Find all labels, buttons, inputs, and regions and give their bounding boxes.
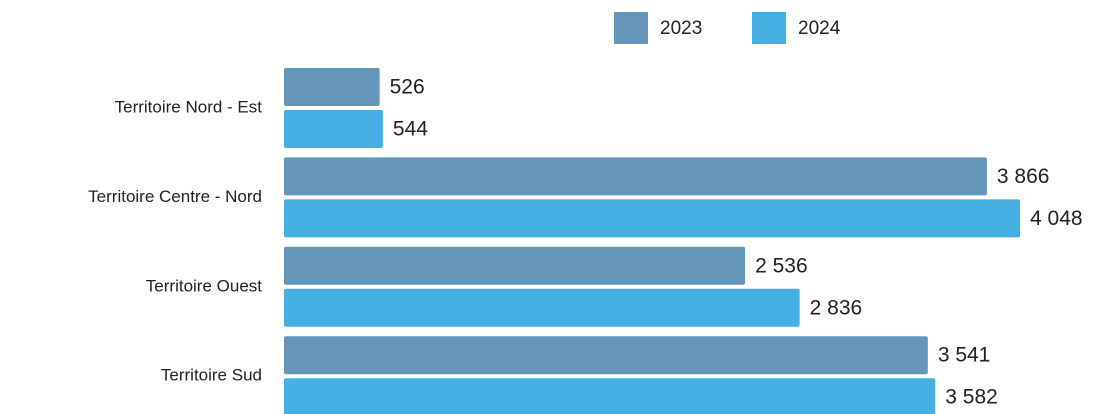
bar: [284, 288, 800, 327]
bar: [284, 378, 936, 414]
legend-label: 2023: [660, 18, 702, 39]
bar: [284, 68, 380, 106]
category-label: Territoire Centre - Nord: [88, 187, 262, 206]
legend-swatch: [614, 12, 648, 44]
legend-label: 2024: [798, 18, 841, 39]
value-label: 526: [390, 76, 425, 99]
value-label: 3 582: [945, 386, 998, 409]
value-label: 544: [393, 118, 428, 141]
value-label: 3 541: [938, 344, 991, 367]
bar: [284, 110, 383, 148]
bar: [284, 336, 928, 375]
value-label: 4 048: [1030, 207, 1083, 230]
category-label: Territoire Ouest: [146, 276, 262, 295]
value-label: 3 866: [997, 165, 1050, 188]
bar: [284, 157, 987, 196]
value-label: 2 536: [755, 254, 808, 277]
bar: [284, 199, 1020, 238]
value-label: 2 836: [810, 296, 863, 319]
bar: [284, 246, 746, 285]
category-label: Territoire Nord - Est: [115, 97, 263, 116]
legend-swatch: [752, 12, 786, 44]
category-label: Territoire Sud: [161, 366, 262, 385]
